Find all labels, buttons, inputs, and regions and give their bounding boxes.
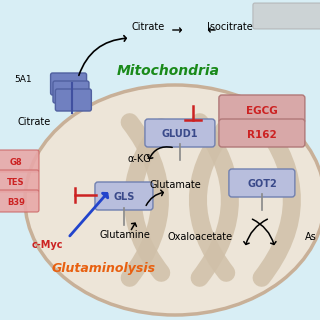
FancyBboxPatch shape (55, 89, 92, 111)
Text: Citrate: Citrate (18, 117, 51, 127)
Text: c-Myc: c-Myc (32, 240, 63, 250)
Text: G8: G8 (10, 157, 22, 166)
Text: GOT2: GOT2 (247, 179, 277, 189)
Text: Oxaloacetate: Oxaloacetate (167, 232, 233, 242)
Ellipse shape (25, 85, 320, 315)
FancyArrowPatch shape (198, 127, 226, 273)
Text: EGCG: EGCG (246, 106, 278, 116)
Text: Mitochondria: Mitochondria (116, 64, 220, 78)
Text: As: As (305, 232, 316, 242)
Text: Glutamine: Glutamine (100, 230, 150, 240)
FancyBboxPatch shape (219, 119, 305, 147)
Text: Glutaminolysis: Glutaminolysis (52, 262, 156, 275)
FancyArrowPatch shape (133, 127, 161, 273)
Text: Citrate: Citrate (131, 22, 164, 32)
FancyBboxPatch shape (51, 73, 87, 95)
Text: GLUD1: GLUD1 (162, 129, 198, 139)
Text: B39: B39 (7, 197, 25, 206)
FancyArrowPatch shape (200, 122, 230, 278)
FancyBboxPatch shape (53, 81, 89, 103)
Text: TES: TES (7, 178, 25, 187)
FancyBboxPatch shape (0, 190, 39, 212)
FancyBboxPatch shape (219, 95, 305, 123)
Text: R162: R162 (247, 130, 277, 140)
Text: Glutamate: Glutamate (149, 180, 201, 190)
Text: Isocitrate: Isocitrate (207, 22, 253, 32)
FancyBboxPatch shape (145, 119, 215, 147)
FancyArrowPatch shape (262, 122, 292, 278)
FancyArrowPatch shape (130, 122, 160, 278)
Text: 5A1: 5A1 (14, 75, 32, 84)
FancyBboxPatch shape (0, 150, 39, 172)
FancyBboxPatch shape (0, 170, 39, 192)
Text: α-KG: α-KG (128, 154, 152, 164)
FancyBboxPatch shape (253, 3, 320, 29)
FancyBboxPatch shape (95, 182, 153, 210)
FancyBboxPatch shape (229, 169, 295, 197)
Text: GLS: GLS (113, 192, 135, 202)
